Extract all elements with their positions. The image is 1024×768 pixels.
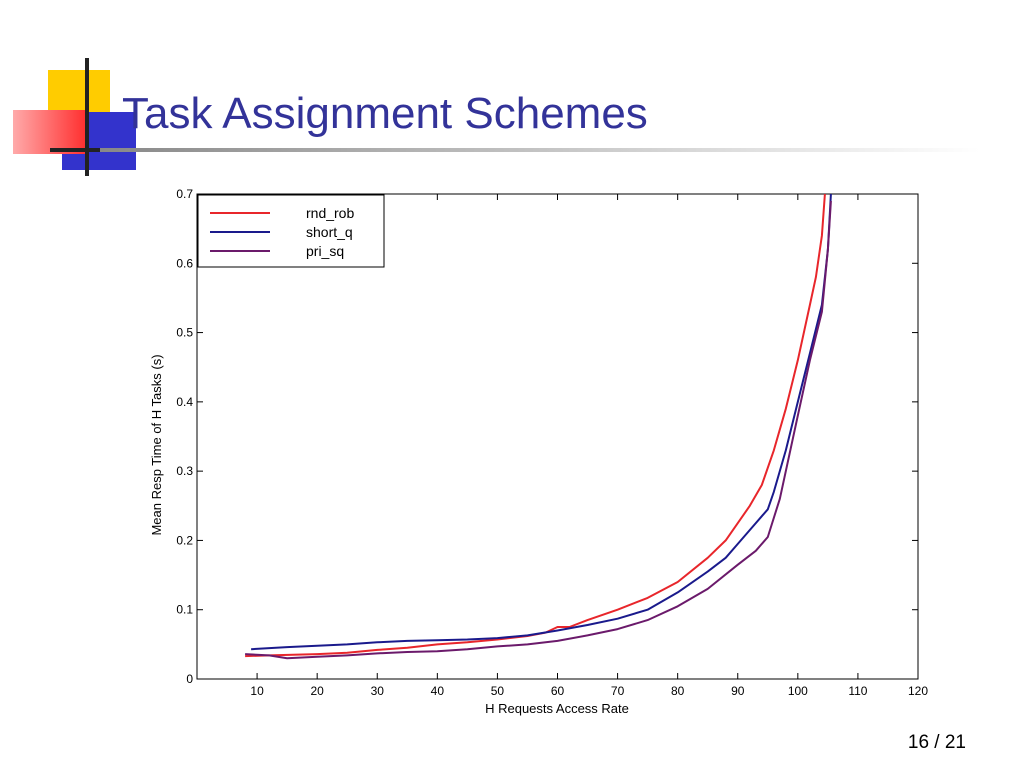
y-tick-label: 0.7: [176, 187, 193, 201]
title-rule: [100, 148, 980, 152]
x-tick-label: 80: [671, 684, 685, 698]
y-tick-label: 0.5: [176, 326, 193, 340]
legend-label-rnd-rob: rnd_rob: [306, 205, 354, 221]
deco-horizontal-line: [50, 148, 106, 152]
y-tick-label: 0.1: [176, 603, 193, 617]
series-line-rnd-rob: [245, 194, 826, 658]
x-tick-label: 40: [431, 684, 445, 698]
x-tick-label: 20: [310, 684, 324, 698]
x-axis-label: H Requests Access Rate: [485, 701, 629, 716]
line-chart: 10 20 30 40 50 60 70 80 90 100 110 120 0 0.1 0.2 0.3 0.4…: [149, 187, 928, 716]
x-tick-label: 100: [788, 684, 808, 698]
series-line-short-q: [251, 194, 832, 651]
x-tick-label: 70: [611, 684, 625, 698]
x-tick-label: 110: [848, 684, 867, 698]
legend-label-short-q: short_q: [306, 224, 353, 240]
y-tick-label: 0: [186, 672, 193, 686]
series-group: [245, 194, 832, 660]
series-line-pri-sq: [245, 200, 832, 660]
y-axis-label: Mean Resp Time of H Tasks (s): [149, 354, 164, 535]
x-tick-label: 50: [491, 684, 505, 698]
deco-vertical-line: [85, 58, 89, 176]
x-tick-label: 60: [551, 684, 565, 698]
y-tick-label: 0.3: [176, 464, 193, 478]
page-number: 16 / 21: [907, 732, 966, 753]
slide-title: Task Assignment Schemes: [122, 89, 648, 138]
y-tick-label: 0.2: [176, 533, 193, 547]
x-tick-label: 30: [371, 684, 385, 698]
legend: rnd_rob short_q pri_sq: [197, 194, 385, 268]
y-tick-label: 0.6: [176, 256, 193, 270]
x-tick-label: 120: [908, 684, 928, 698]
title-decoration: [13, 58, 980, 176]
axes: 10 20 30 40 50 60 70 80 90 100 110 120 0 0.1 0.2 0.3 0.4…: [176, 187, 928, 698]
legend-label-pri-sq: pri_sq: [306, 243, 344, 259]
y-tick-label: 0.4: [176, 395, 193, 409]
x-tick-label: 10: [250, 684, 264, 698]
deco-red-square: [13, 110, 89, 154]
x-tick-label: 90: [731, 684, 745, 698]
